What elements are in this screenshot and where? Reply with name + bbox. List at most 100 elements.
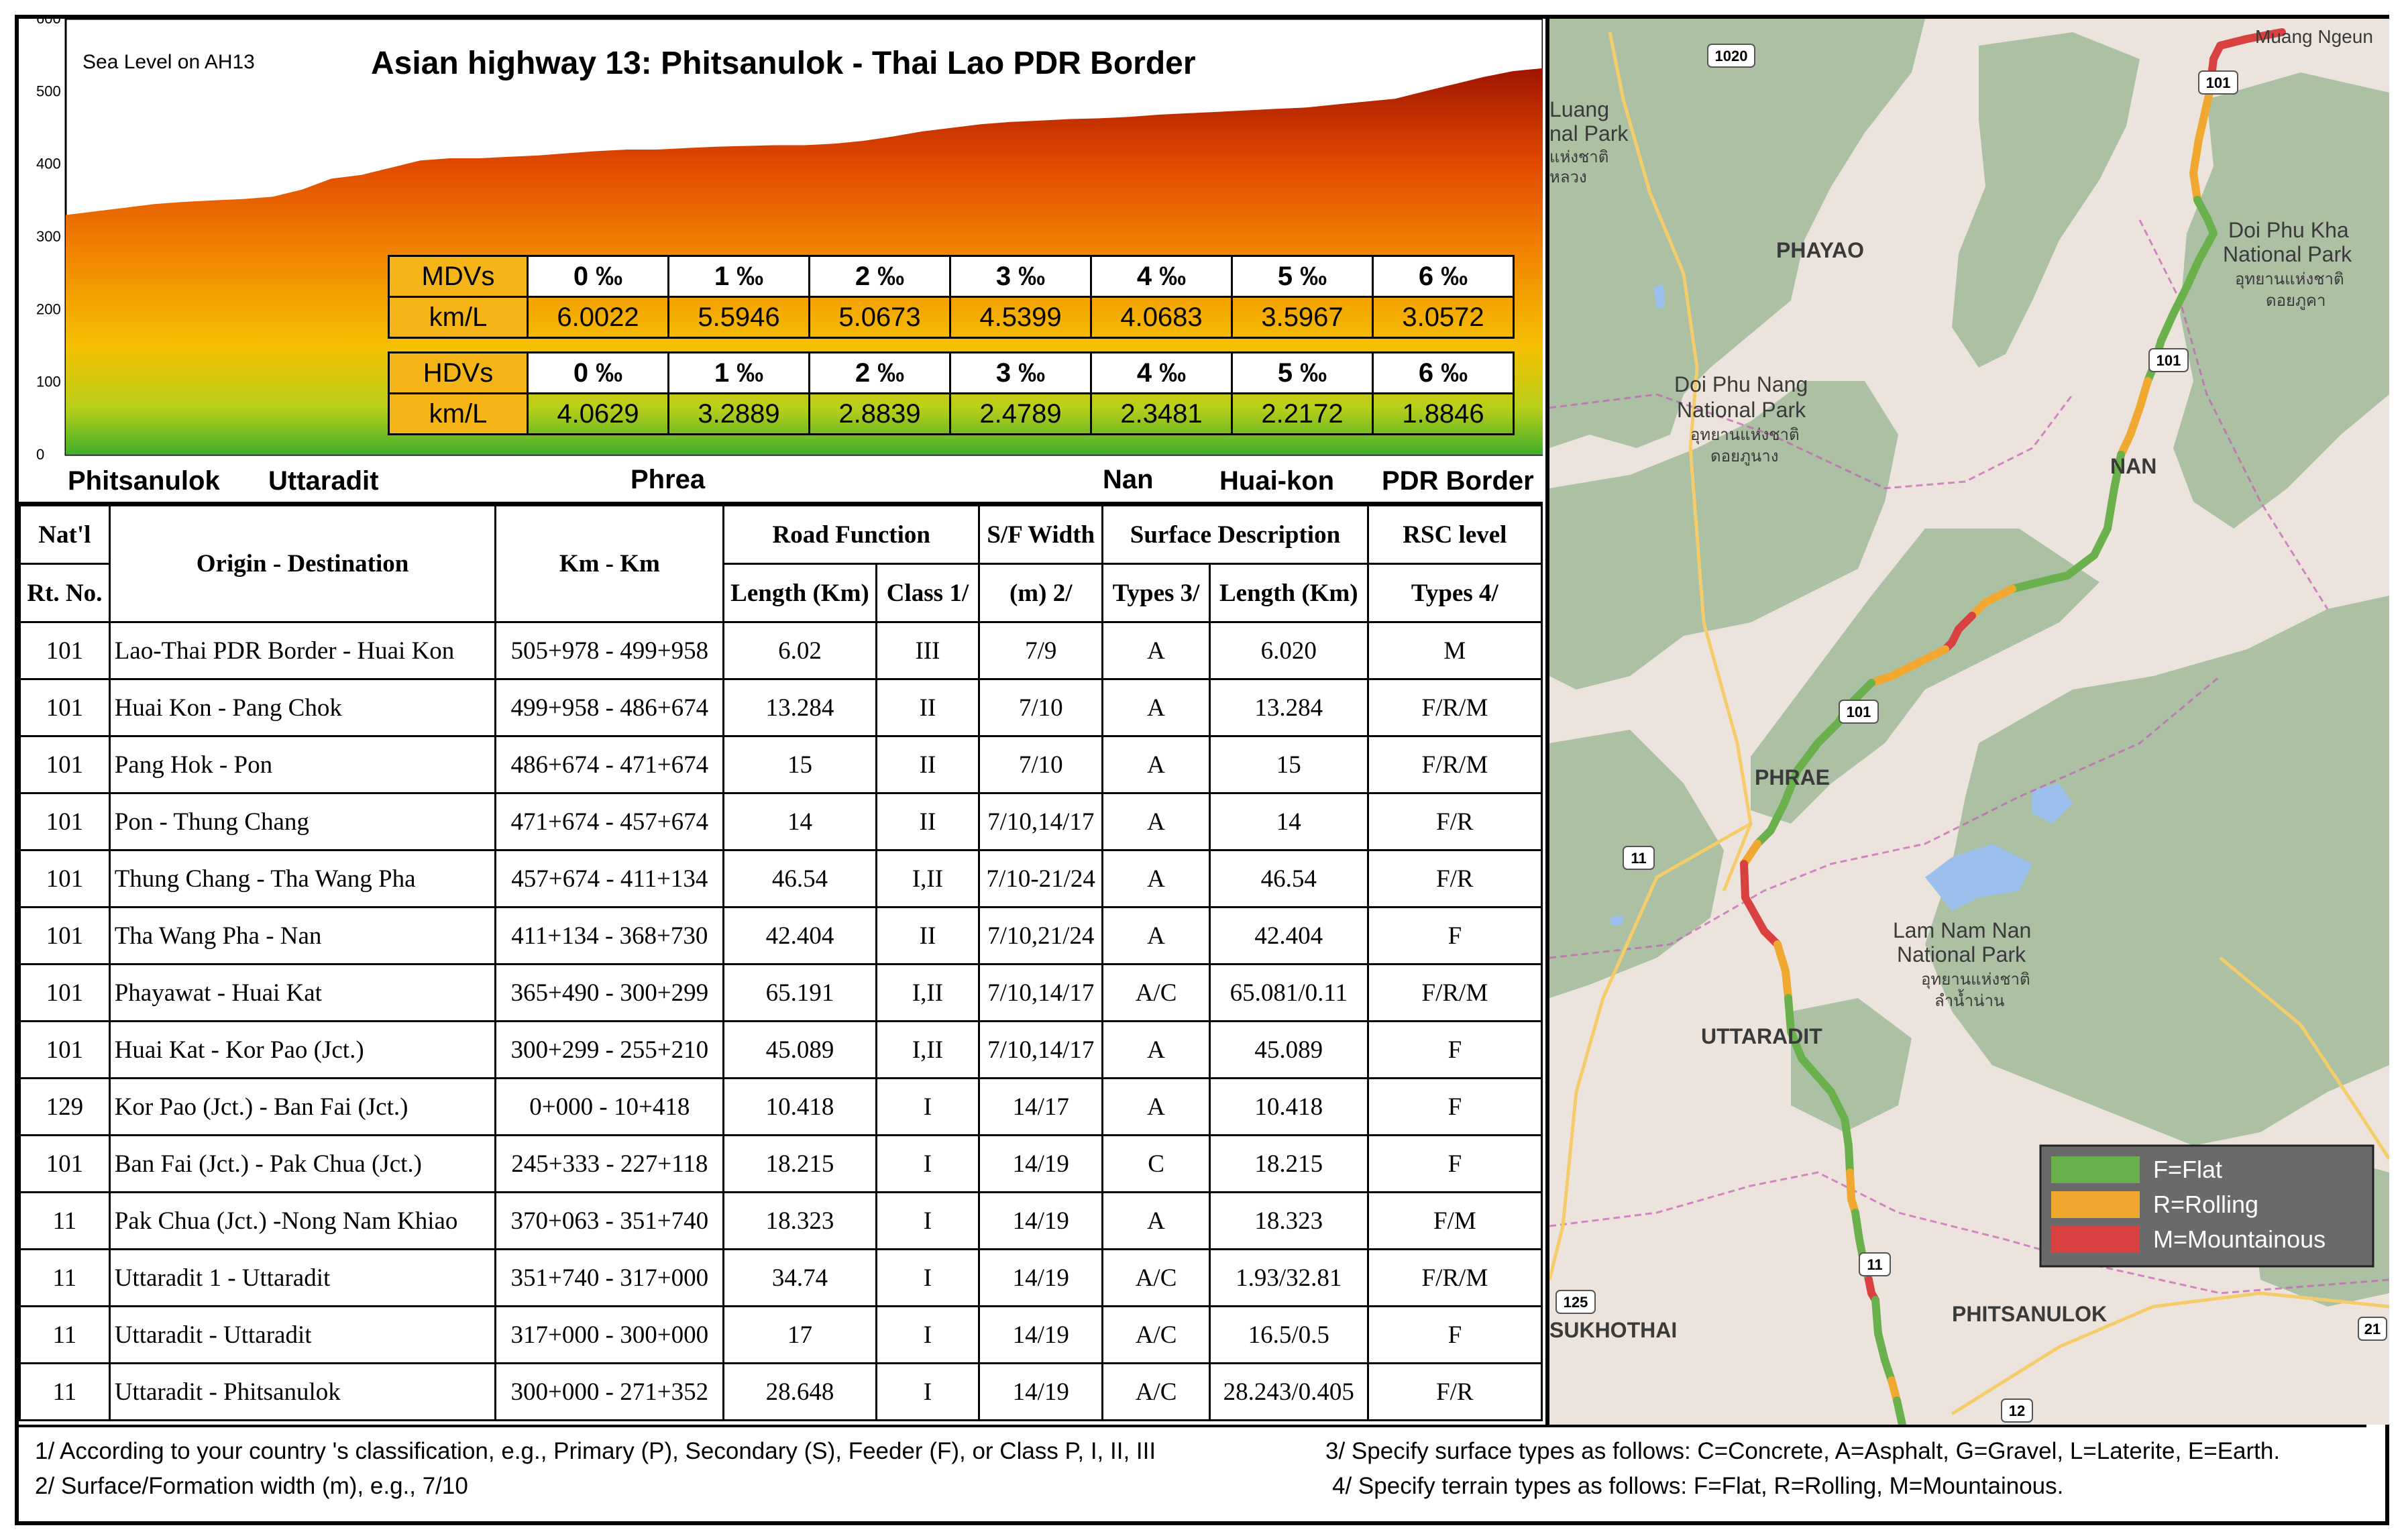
mdv-value: 3.0572 xyxy=(1372,296,1515,339)
mdv-table: MDVs 0 ‰ 1 ‰ 2 ‰ 3 ‰ 4 ‰ 5 ‰ 6 ‰ km/L 6.… xyxy=(388,255,1515,339)
table-row: 101 Huai Kon - Pang Chok 499+958 - 486+674… xyxy=(19,678,1543,737)
map-label-muang-ngeun: Muang Ngeun xyxy=(2255,26,2373,47)
route-segment-flat xyxy=(2008,451,2125,593)
header-sf-unit: (m) 2/ xyxy=(978,563,1104,623)
legend-mountainous-swatch xyxy=(2051,1226,2140,1253)
chart-title: Asian highway 13: Phitsanulok - Thai Lao… xyxy=(371,46,1196,81)
cell-km-range: 351+740 - 317+000 xyxy=(494,1248,725,1307)
cell-rf-length: 10.418 xyxy=(722,1077,877,1136)
cell-origin-destination: Pak Chua (Jct.) -Nong Nam Khiao xyxy=(108,1191,497,1250)
cell-sf-width: 14/19 xyxy=(978,1305,1104,1364)
cell-origin-destination: Pang Hok - Pon xyxy=(108,735,497,794)
cell-origin-destination: Uttaradit - Phitsanulok xyxy=(108,1362,497,1421)
route-shield-12: 12 xyxy=(2001,1398,2033,1423)
cell-rf-class: III xyxy=(875,621,981,680)
cell-rf-class: I xyxy=(875,1362,981,1421)
cell-km-range: 0+000 - 10+418 xyxy=(494,1077,725,1136)
cell-surface-type: A xyxy=(1101,1077,1211,1136)
x-label-huai-kon: Huai-kon xyxy=(1219,466,1334,496)
mdv-grade: 0 ‰ xyxy=(527,255,669,298)
map-label-luang-park: nal Park xyxy=(1549,121,1629,146)
route-shield-101-nan: 101 xyxy=(2148,348,2189,372)
cell-route-no: 101 xyxy=(19,735,111,794)
header-surface-types: Types 3/ xyxy=(1101,563,1211,623)
cell-km-range: 486+674 - 471+674 xyxy=(494,735,725,794)
cell-origin-destination: Tha Wang Pha - Nan xyxy=(108,906,497,965)
table-row: 11 Uttaradit - Phitsanulok 300+000 - 271+3… xyxy=(19,1362,1543,1421)
cell-route-no: 101 xyxy=(19,621,111,680)
cell-rf-length: 13.284 xyxy=(722,678,877,737)
route-shield-1020: 1020 xyxy=(1707,44,1755,68)
cell-sf-width: 7/10,14/17 xyxy=(978,1020,1104,1079)
svg-text:125: 125 xyxy=(1564,1294,1588,1311)
cell-sf-width: 7/10,21/24 xyxy=(978,906,1104,965)
cell-rsc-type: F/R xyxy=(1366,849,1543,908)
route-shield-11-south: 11 xyxy=(1859,1252,1891,1276)
cell-surface-length: 15 xyxy=(1208,735,1369,794)
cell-surface-length: 1.93/32.81 xyxy=(1208,1248,1369,1307)
hdv-value: 2.3481 xyxy=(1090,392,1233,435)
x-label-uttaradit: Uttaradit xyxy=(268,466,378,496)
legend-rolling-label: R=Rolling xyxy=(2153,1191,2258,1218)
cell-sf-width: 7/10 xyxy=(978,678,1104,737)
mdv-value: 6.0022 xyxy=(527,296,669,339)
header-km: Km - Km xyxy=(494,504,725,623)
map-legend: F=Flat R=Rolling M=Mountainous xyxy=(2039,1144,2374,1268)
route-shield-21: 21 xyxy=(2358,1317,2387,1341)
cell-rf-class: II xyxy=(875,678,981,737)
hdv-value: 3.2889 xyxy=(667,392,810,435)
map-label-sukhothai: SUKHOTHAI xyxy=(1549,1318,1677,1342)
route-segment-flat xyxy=(1871,1296,1896,1384)
legend-flat-label: F=Flat xyxy=(2153,1156,2222,1183)
cell-rsc-type: F xyxy=(1366,906,1543,965)
cell-surface-type: A xyxy=(1101,735,1211,794)
y-tick-label: 100 xyxy=(36,374,61,390)
mdv-grade: 4 ‰ xyxy=(1090,255,1233,298)
cell-rsc-type: F/R/M xyxy=(1366,735,1543,794)
x-label-pdr-border: PDR Border xyxy=(1382,466,1534,496)
map-label-lam-nam-nan-park: National Park xyxy=(1897,942,2026,967)
cell-sf-width: 14/19 xyxy=(978,1191,1104,1250)
map-label-doi-phu-nang-park: National Park xyxy=(1677,398,1806,422)
route-shield-125: 125 xyxy=(1555,1290,1596,1314)
cell-surface-type: A/C xyxy=(1101,963,1211,1022)
cell-km-range: 300+299 - 255+210 xyxy=(494,1020,725,1079)
cell-rf-length: 34.74 xyxy=(722,1248,877,1307)
chart-subtitle: Sea Level on AH13 xyxy=(83,51,255,73)
header-road-function: Road Function xyxy=(722,504,981,565)
mdv-unit-label: km/L xyxy=(388,296,529,339)
cell-km-range: 370+063 - 351+740 xyxy=(494,1191,725,1250)
y-tick-label: 600 xyxy=(36,19,61,27)
map-label-lam-nam-nan: Lam Nam Nan xyxy=(1893,918,2031,942)
cell-rf-length: 6.02 xyxy=(722,621,877,680)
svg-text:11: 11 xyxy=(1867,1256,1882,1273)
map-label-doi-phu-nang-thai: อุทยานแห่งชาติ xyxy=(1690,426,1800,445)
cell-route-no: 11 xyxy=(19,1305,111,1364)
cell-origin-destination: Ban Fai (Jct.) - Pak Chua (Jct.) xyxy=(108,1134,497,1193)
route-map: 1020 101 101 101 11 11 xyxy=(1545,19,2389,1425)
cell-surface-type: A xyxy=(1101,849,1211,908)
header-sf-width: S/F Width xyxy=(978,504,1104,565)
footnote-4: 4/ Specify terrain types as follows: F=F… xyxy=(1332,1473,2064,1499)
cell-surface-type: A xyxy=(1101,906,1211,965)
y-tick-label: 300 xyxy=(36,228,61,245)
route-segment-rolling xyxy=(1740,840,1761,868)
route-segment-rolling xyxy=(2189,89,2214,204)
cell-surface-type: A xyxy=(1101,792,1211,851)
y-tick-label: 500 xyxy=(36,82,61,99)
table-row: 101 Pang Hok - Pon 486+674 - 471+674 15 II 7/… xyxy=(19,735,1543,794)
hdv-grade: 2 ‰ xyxy=(808,351,951,394)
cell-rsc-type: F/R/M xyxy=(1366,963,1543,1022)
mdv-header-label: MDVs xyxy=(388,255,529,298)
route-segment-rolling xyxy=(2117,377,2152,459)
header-rf-length: Length (Km) xyxy=(722,563,877,623)
map-label-doi-phu-nang: Doi Phu Nang xyxy=(1674,372,1808,396)
cell-rf-length: 42.404 xyxy=(722,906,877,965)
map-label-phrae: PHRAE xyxy=(1755,765,1830,789)
cell-surface-type: A/C xyxy=(1101,1362,1211,1421)
route-segment-mountainous xyxy=(1941,612,1976,653)
hdv-value: 2.2172 xyxy=(1231,392,1374,435)
table-row: 101 Tha Wang Pha - Nan 411+134 - 368+730 42… xyxy=(19,906,1543,965)
cell-rsc-type: F/R/M xyxy=(1366,1248,1543,1307)
mdv-value: 5.0673 xyxy=(808,296,951,339)
